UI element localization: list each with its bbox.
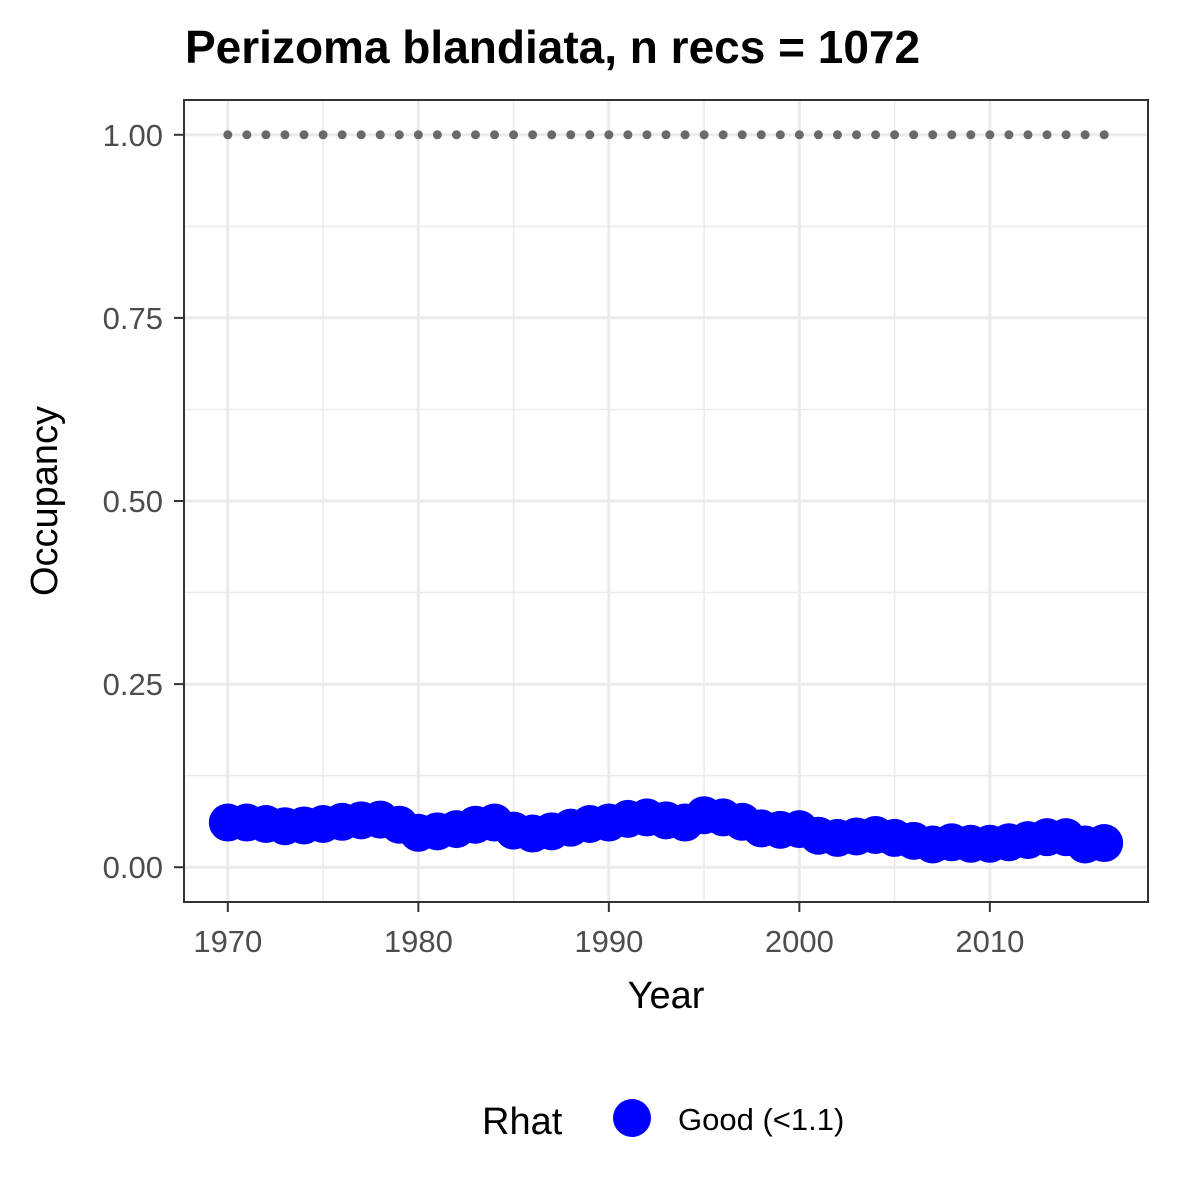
upper-bound-point [1042, 130, 1052, 140]
upper-bound-point [528, 130, 538, 140]
upper-bound-point [1061, 130, 1071, 140]
upper-bound-point [985, 130, 995, 140]
x-axis: 1970 1980 1990 2000 2010 [193, 902, 1024, 959]
upper-bound-point [623, 130, 633, 140]
upper-bound-point [909, 130, 919, 140]
upper-bound-point [832, 130, 842, 140]
upper-bound-point [280, 130, 290, 140]
chart-title: Perizoma blandiata, n recs = 1072 [185, 21, 920, 73]
y-tick-label: 0.25 [103, 667, 163, 702]
x-tick-label: 1980 [384, 924, 453, 959]
upper-bound-point [1099, 130, 1109, 140]
upper-bound-point [794, 130, 804, 140]
upper-bound-point [451, 130, 461, 140]
upper-bound-point [871, 130, 881, 140]
y-tick-label: 0.75 [103, 301, 163, 336]
upper-bound-point [604, 130, 614, 140]
upper-bound-point [394, 130, 404, 140]
upper-bound-point [375, 130, 385, 140]
upper-bound-point [356, 130, 366, 140]
upper-bound-point [566, 130, 576, 140]
upper-bound-point [1080, 130, 1090, 140]
upper-bound-point [470, 130, 480, 140]
x-tick-label: 2010 [955, 924, 1024, 959]
upper-bound-point [699, 130, 709, 140]
x-axis-title: Year [628, 975, 705, 1017]
upper-bound-point [928, 130, 938, 140]
upper-bound-point [775, 130, 785, 140]
upper-bound-point [756, 130, 766, 140]
legend-entry-label: Good (<1.1) [678, 1102, 844, 1137]
upper-bound-point [1004, 130, 1014, 140]
series-layer [208, 130, 1124, 864]
upper-bound-point [852, 130, 862, 140]
y-axis-title: Occupancy [24, 406, 66, 596]
y-tick-label: 0.50 [103, 484, 163, 519]
upper-bound-point [1023, 130, 1033, 140]
upper-bound-point [337, 130, 347, 140]
occupancy-point [1085, 824, 1124, 863]
upper-bound-point [966, 130, 976, 140]
y-axis: 0.00 0.25 0.50 0.75 1.00 [103, 118, 184, 885]
upper-bound-point [299, 130, 309, 140]
y-tick-label: 1.00 [103, 118, 163, 153]
y-tick-label: 0.00 [103, 850, 163, 885]
upper-bound-point [413, 130, 423, 140]
upper-bound-point [432, 130, 442, 140]
legend-key-marker [613, 1099, 651, 1137]
upper-bound-point [737, 130, 747, 140]
x-tick-label: 1990 [574, 924, 643, 959]
upper-bound-point [661, 130, 671, 140]
upper-bound-point [813, 130, 823, 140]
x-tick-label: 2000 [765, 924, 834, 959]
x-tick-label: 1970 [193, 924, 262, 959]
upper-bound-point [242, 130, 252, 140]
legend-title: Rhat [482, 1101, 563, 1143]
upper-bound-point [223, 130, 233, 140]
plot-panel [183, 99, 1149, 903]
legend: Rhat Good (<1.1) [482, 1099, 844, 1143]
upper-bound-point [261, 130, 271, 140]
upper-bound-point [585, 130, 595, 140]
upper-bound-point [890, 130, 900, 140]
upper-bound-point [318, 130, 328, 140]
upper-bound-point [718, 130, 728, 140]
upper-bound-point [680, 130, 690, 140]
upper-bound-point [490, 130, 500, 140]
upper-bound-point [947, 130, 957, 140]
upper-bound-point [547, 130, 557, 140]
upper-bound-point [642, 130, 652, 140]
upper-bound-point [509, 130, 519, 140]
